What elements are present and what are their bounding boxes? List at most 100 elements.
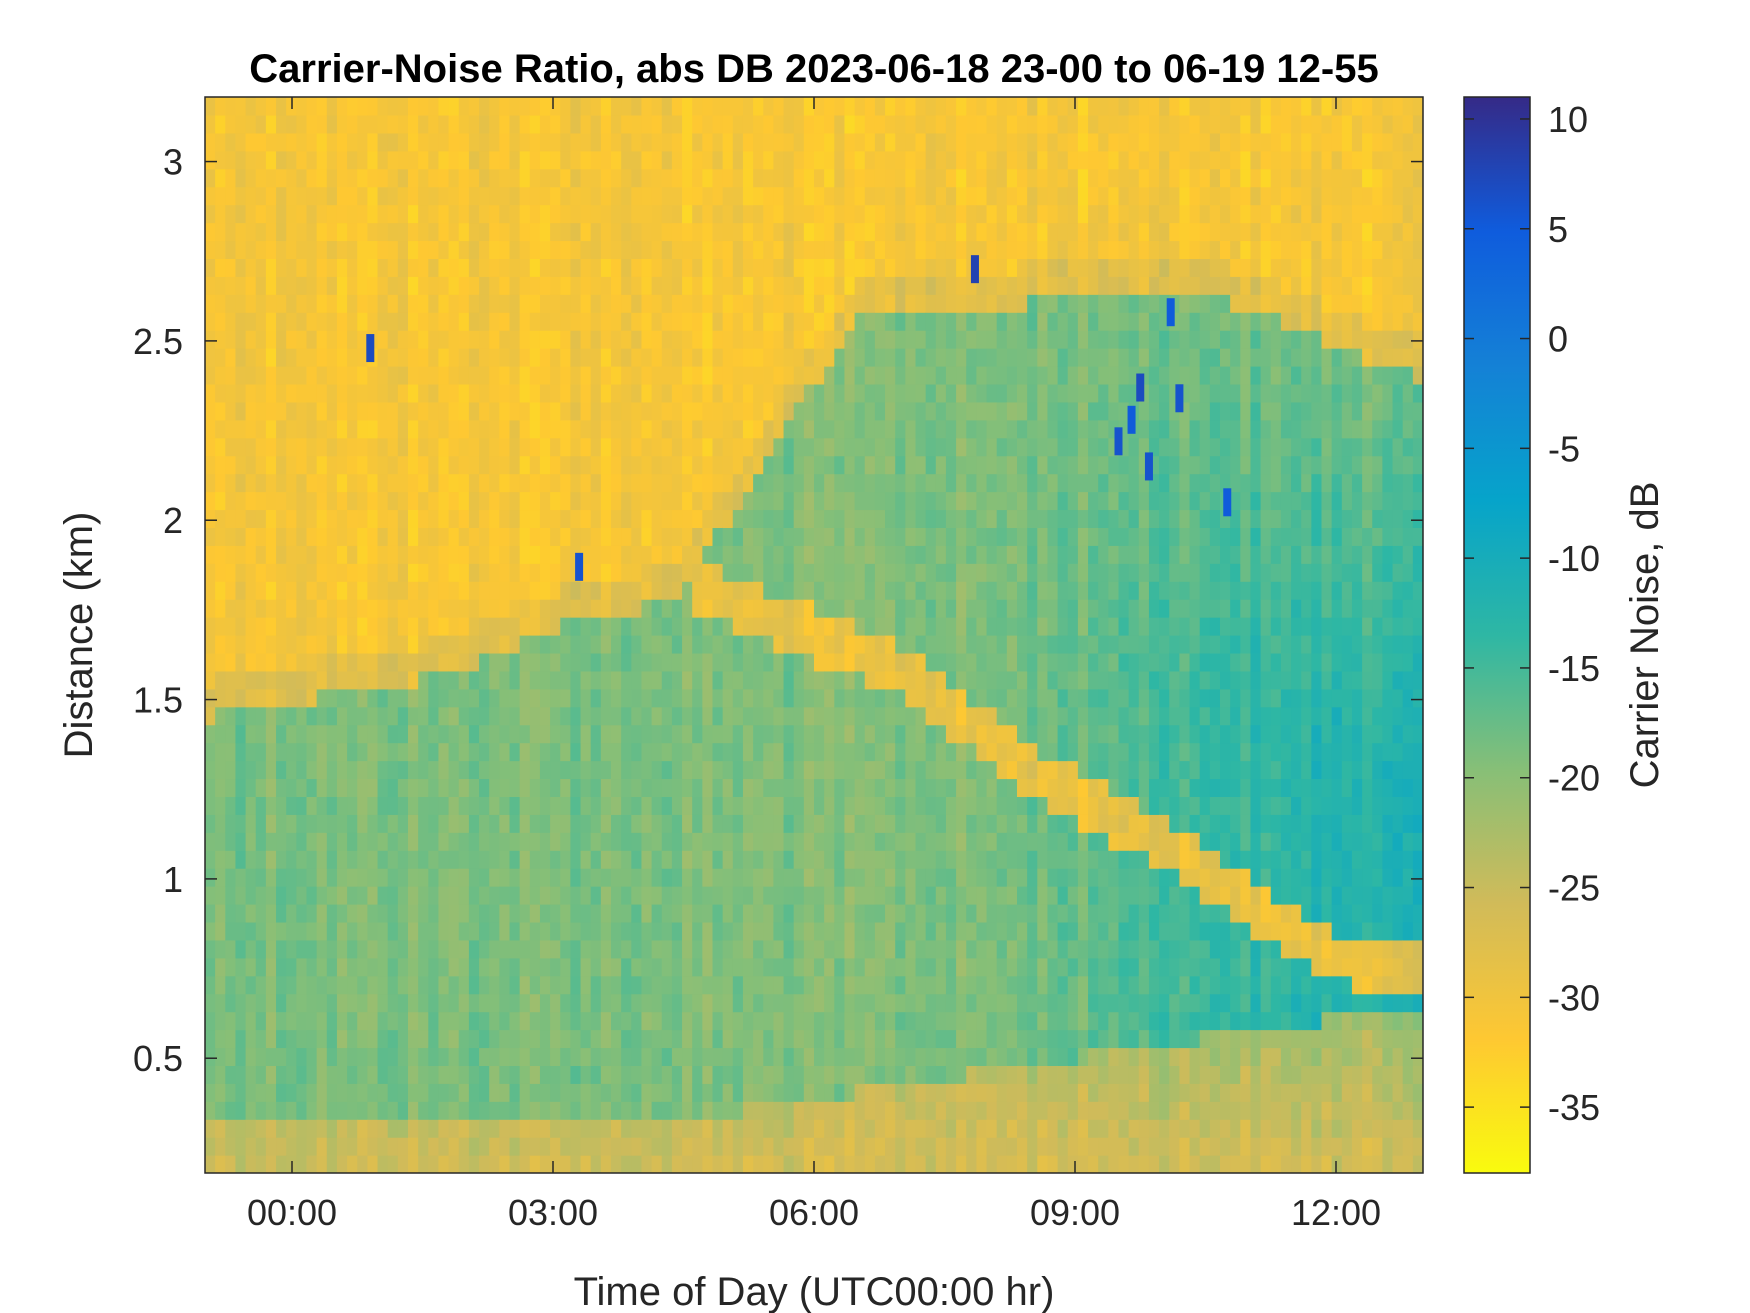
heatmap-cell: [560, 581, 571, 600]
heatmap-cell: [479, 1011, 490, 1031]
heatmap-cell: [986, 437, 998, 457]
heatmap-cell: [539, 581, 551, 600]
heatmap-cell: [885, 993, 896, 1013]
heatmap-cell: [255, 670, 267, 690]
heatmap-cell: [519, 778, 531, 797]
heatmap-cell: [418, 939, 429, 959]
heatmap-cell: [296, 670, 308, 690]
heatmap-cell: [986, 132, 998, 152]
heatmap-cell: [509, 419, 521, 439]
heatmap-cell: [621, 1101, 632, 1120]
heatmap-cell: [702, 904, 714, 923]
heatmap-cell: [276, 1137, 287, 1156]
heatmap-cell: [296, 240, 308, 259]
heatmap-cell: [854, 348, 866, 367]
heatmap-cell: [205, 150, 216, 170]
heatmap-cell: [956, 581, 967, 600]
heatmap-cell: [316, 886, 328, 905]
heatmap-cell: [732, 186, 744, 206]
heatmap-cell: [661, 670, 673, 690]
heatmap-cell: [245, 97, 257, 116]
heatmap-cell: [1037, 1029, 1049, 1049]
heatmap-cell: [468, 993, 480, 1013]
heatmap-cell: [468, 706, 480, 726]
heatmap-cell: [763, 724, 774, 744]
heatmap-cell: [316, 312, 328, 331]
heatmap-cell: [1017, 975, 1028, 995]
heatmap-cell: [682, 868, 693, 887]
heatmap-cell: [377, 258, 389, 277]
heatmap-cell: [763, 581, 774, 600]
heatmap-cell: [712, 760, 724, 780]
heatmap-cell: [976, 1047, 988, 1066]
heatmap-cell: [265, 921, 277, 941]
heatmap-cell: [296, 975, 308, 995]
heatmap-cell: [306, 491, 318, 511]
heatmap-cell: [651, 850, 663, 869]
heatmap-cell: [590, 993, 602, 1013]
heatmap-cell: [387, 168, 399, 188]
heatmap-cell: [265, 850, 277, 869]
heatmap-cell: [945, 1029, 957, 1049]
heatmap-cell: [763, 114, 774, 134]
heatmap-cell: [834, 276, 846, 295]
heatmap-cell: [489, 975, 500, 995]
heatmap-cell: [509, 868, 521, 887]
heatmap-cell: [885, 1155, 896, 1173]
heatmap-cell: [834, 437, 846, 457]
heatmap-cell: [854, 778, 866, 797]
heatmap-cell: [367, 97, 379, 116]
heatmap-cell: [631, 688, 643, 708]
heatmap-cell: [458, 294, 470, 313]
heatmap-cell: [834, 222, 846, 242]
heatmap-cell: [397, 97, 409, 116]
heatmap-cell: [448, 276, 460, 295]
heatmap-cell: [682, 383, 693, 403]
heatmap-cell: [682, 437, 693, 457]
heatmap-cell: [905, 419, 917, 439]
heatmap-cell: [397, 688, 409, 708]
heatmap-cell: [509, 706, 521, 726]
heatmap-cell: [539, 150, 551, 170]
heatmap-cell: [682, 581, 693, 600]
heatmap-cell: [225, 1047, 237, 1066]
heatmap-cell: [580, 168, 592, 188]
heatmap-cell: [753, 939, 764, 959]
heatmap-cell: [397, 635, 409, 654]
heatmap-cell: [306, 670, 318, 690]
heatmap-cell: [468, 222, 480, 242]
heatmap-cell: [489, 1083, 500, 1102]
heatmap-cell: [509, 186, 521, 206]
heatmap-cell: [641, 1137, 653, 1156]
heatmap-cell: [519, 1065, 531, 1084]
heatmap-cell: [905, 957, 917, 977]
heatmap-cell: [742, 778, 754, 797]
heatmap-cell: [468, 957, 480, 977]
heatmap-cell: [1027, 1137, 1038, 1156]
heatmap-cell: [925, 1137, 937, 1156]
heatmap-cell: [428, 1101, 440, 1120]
heatmap-cell: [702, 222, 714, 242]
heatmap-cell: [996, 1101, 1008, 1120]
heatmap-cell: [1047, 886, 1059, 905]
heatmap-cell: [418, 1029, 429, 1049]
heatmap-cell: [661, 545, 673, 564]
heatmap-cell: [945, 832, 957, 851]
heatmap-cell: [956, 599, 967, 618]
heatmap-cell: [864, 886, 876, 905]
heatmap-cell: [519, 1029, 531, 1049]
heatmap-cell: [397, 204, 409, 224]
heatmap-cell: [621, 652, 632, 672]
heatmap-cell: [671, 1083, 683, 1102]
heatmap-cell: [641, 724, 653, 744]
heatmap-cell: [874, 921, 886, 941]
heatmap-cell: [753, 742, 764, 762]
heatmap-cell: [702, 1119, 714, 1138]
heatmap-cell: [966, 1119, 977, 1138]
heatmap-cell: [590, 294, 602, 313]
heatmap-cell: [529, 832, 541, 851]
heatmap-cell: [712, 868, 724, 887]
heatmap-cell: [489, 527, 500, 546]
heatmap-cell: [773, 993, 785, 1013]
heatmap-cell: [316, 437, 328, 457]
